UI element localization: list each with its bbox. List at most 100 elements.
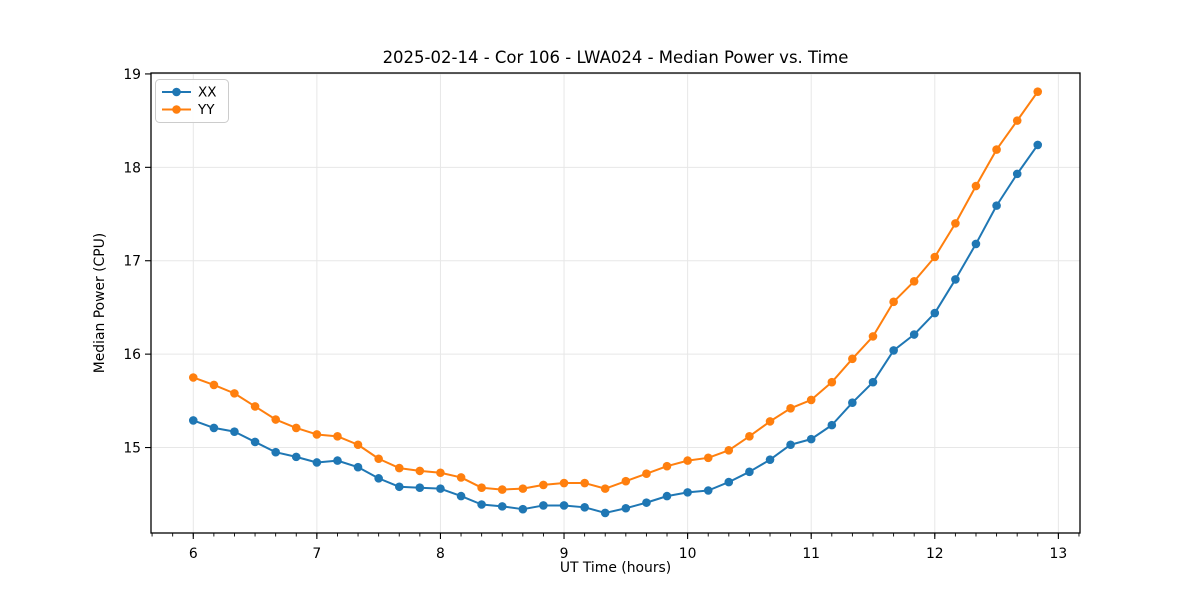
data-point-marker-YY — [559, 478, 569, 488]
data-point-marker-XX — [806, 434, 816, 444]
data-point-marker-XX — [394, 482, 404, 492]
data-point-marker-XX — [436, 484, 445, 493]
data-point-marker-XX — [600, 508, 610, 518]
data-point-marker-YY — [1012, 116, 1022, 125]
data-point-marker-XX — [456, 491, 466, 501]
series-YY — [188, 87, 1043, 494]
data-point-marker-XX — [518, 504, 528, 514]
series-line-XX — [192, 143, 1039, 514]
data-point-marker-XX — [930, 308, 940, 318]
y-tick-label: 19 — [123, 67, 141, 83]
chart-title: 2025-02-14 - Cor 106 - LWA024 - Median P… — [382, 48, 849, 67]
data-point-marker-XX — [415, 483, 425, 493]
x-axis-label: UT Time (hours) — [151, 560, 1080, 576]
data-point-marker-YY — [539, 480, 548, 490]
data-point-marker-XX — [724, 477, 734, 487]
data-point-marker-YY — [333, 432, 342, 441]
data-point-marker-XX — [992, 201, 1001, 210]
data-point-marker-YY — [497, 485, 507, 494]
data-point-marker-YY — [868, 332, 878, 341]
data-point-marker-YY — [436, 468, 445, 478]
data-point-marker-YY — [518, 484, 528, 493]
x-tick-label: 9 — [560, 546, 569, 562]
series-line-YY — [192, 90, 1039, 491]
grid — [151, 73, 1080, 533]
data-point-marker-XX — [230, 427, 239, 436]
data-point-marker-YY — [724, 446, 734, 455]
data-point-marker-XX — [291, 452, 301, 462]
data-point-marker-YY — [806, 395, 816, 405]
legend-label-YY: YY — [197, 102, 215, 118]
data-point-marker-YY — [394, 463, 404, 473]
data-point-marker-YY — [312, 430, 322, 439]
data-point-marker-XX — [662, 491, 672, 501]
data-point-marker-YY — [662, 461, 672, 471]
legend-marker-YY — [172, 105, 181, 114]
x-tick-label: 7 — [312, 546, 321, 562]
x-tick-label: 10 — [679, 546, 697, 562]
data-point-marker-YY — [765, 417, 775, 426]
data-point-marker-XX — [827, 420, 837, 430]
data-point-marker-YY — [683, 456, 692, 465]
plot-frame — [150, 72, 1081, 534]
y-tick-label: 16 — [123, 347, 141, 363]
data-point-marker-YY — [477, 483, 486, 493]
data-point-marker-XX — [1012, 169, 1022, 179]
data-point-marker-YY — [745, 432, 754, 441]
data-point-marker-YY — [600, 484, 610, 493]
data-point-marker-XX — [642, 498, 651, 507]
data-point-marker-YY — [786, 404, 795, 413]
data-point-marker-YY — [951, 219, 960, 228]
data-point-marker-XX — [1033, 140, 1043, 150]
data-point-marker-YY — [1033, 87, 1043, 96]
x-tick-label: 8 — [436, 546, 445, 562]
data-point-marker-YY — [909, 276, 919, 286]
data-point-marker-YY — [209, 380, 219, 390]
data-point-marker-XX — [374, 474, 383, 483]
x-tick-label: 13 — [1050, 546, 1068, 562]
data-point-marker-XX — [333, 456, 342, 465]
legend-label-XX: XX — [198, 85, 217, 101]
data-point-marker-XX — [580, 503, 589, 512]
data-point-marker-YY — [703, 453, 713, 463]
data-point-marker-XX — [312, 458, 322, 467]
data-point-marker-XX — [188, 416, 198, 425]
data-point-marker-YY — [456, 473, 466, 482]
data-point-marker-XX — [909, 330, 919, 339]
data-point-marker-YY — [271, 415, 281, 424]
data-point-marker-YY — [580, 478, 589, 488]
data-point-marker-XX — [765, 455, 775, 464]
data-point-marker-XX — [621, 503, 631, 513]
x-tick-label: 6 — [189, 546, 198, 562]
data-point-marker-YY — [827, 377, 837, 387]
data-point-marker-YY — [621, 476, 631, 486]
data-point-marker-XX — [539, 501, 548, 510]
data-point-marker-YY — [250, 402, 260, 411]
legend-marker-XX — [172, 87, 181, 97]
x-tick-label: 11 — [802, 546, 820, 562]
data-point-marker-XX — [848, 398, 857, 408]
data-point-marker-YY — [415, 466, 425, 476]
data-point-marker-YY — [374, 454, 383, 464]
series-XX — [188, 140, 1043, 518]
data-point-marker-YY — [230, 389, 239, 398]
data-point-marker-YY — [353, 440, 363, 450]
x-tick-label: 12 — [926, 546, 944, 562]
data-point-marker-XX — [745, 467, 754, 477]
data-point-marker-XX — [703, 486, 713, 495]
data-point-marker-XX — [559, 501, 569, 510]
y-tick-label: 18 — [123, 160, 141, 176]
data-point-marker-XX — [209, 423, 219, 433]
data-point-marker-XX — [889, 346, 898, 355]
data-point-marker-XX — [497, 502, 507, 511]
x-axis-label-text: UT Time (hours) — [559, 560, 672, 576]
y-tick-label: 15 — [123, 441, 141, 457]
data-point-marker-XX — [971, 239, 981, 249]
data-point-marker-XX — [951, 275, 960, 284]
data-point-marker-YY — [642, 469, 651, 478]
axis-ticks: 6 7 8 9 10 11 12 13 15 16 17 18 19 — [123, 67, 1080, 562]
data-point-marker-YY — [971, 181, 981, 191]
